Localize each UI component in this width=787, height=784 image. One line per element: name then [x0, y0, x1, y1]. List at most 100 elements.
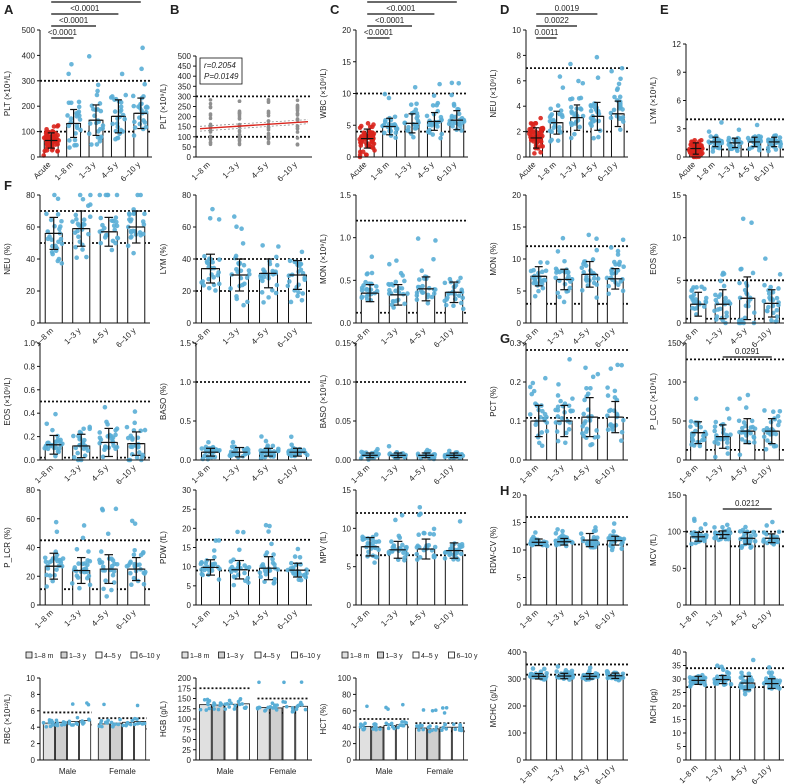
y-tick-label: 1.5: [180, 339, 192, 348]
p-value-label: 0.0011: [534, 28, 558, 37]
data-point: [766, 304, 771, 310]
data-point: [73, 131, 78, 136]
bar: [690, 679, 707, 761]
data-point: [721, 283, 727, 289]
y-axis-label: LYM (×10⁹/L): [649, 77, 658, 124]
data-point: [139, 66, 144, 72]
data-point: [81, 426, 86, 432]
data-point: [555, 138, 561, 143]
x-tick-label: 1–3 y: [62, 326, 82, 346]
data-point: [204, 259, 210, 264]
data-point: [699, 284, 704, 290]
data-point: [208, 112, 213, 116]
data-point: [109, 563, 115, 569]
data-point: [460, 295, 466, 301]
data-point: [458, 722, 462, 727]
data-point: [199, 280, 204, 285]
data-point: [295, 130, 300, 134]
data-point: [393, 517, 398, 523]
data-point: [749, 678, 755, 683]
data-point: [613, 270, 619, 276]
x-tick-label: 1–3 y: [716, 160, 736, 180]
chart-h-rdw-cv: H 0 5 10 15 20 RDW-CV (%) 1–8 m 1–3 y 4–5 y 6–10 y: [489, 483, 628, 631]
y-tick-label: 5: [677, 743, 682, 752]
data-point: [458, 551, 464, 557]
data-point: [553, 266, 559, 272]
data-point: [610, 271, 615, 276]
data-point: [132, 521, 138, 526]
data-point: [548, 119, 554, 125]
data-point: [404, 551, 410, 557]
data-point: [618, 76, 623, 82]
data-point: [233, 703, 237, 708]
y-tick-label: 15: [512, 223, 521, 232]
data-point: [87, 214, 93, 220]
y-tick-label: 60: [182, 223, 191, 232]
data-point: [109, 247, 115, 253]
legend-swatch: [254, 651, 262, 659]
data-point: [566, 427, 572, 432]
chart-g-pct: G 0.0 0.1 0.2 0.3 PCT (%) 1–8 m 1–3 y 4–5 y 6–10 …: [489, 331, 628, 486]
data-point: [364, 271, 370, 277]
data-point: [272, 576, 278, 582]
x-tick-label: 1–3 y: [545, 608, 565, 628]
y-tick-label: 1.0: [24, 339, 36, 348]
y-tick-label: 0: [347, 153, 352, 162]
data-point: [618, 438, 624, 443]
data-point: [751, 435, 757, 440]
data-point: [272, 562, 277, 567]
data-point: [205, 697, 210, 702]
y-axis-label: PDW (fL): [159, 531, 168, 564]
x-tick-label: 1–3 y: [62, 608, 82, 628]
data-point: [718, 436, 724, 442]
data-point: [78, 127, 83, 133]
data-point: [140, 722, 145, 726]
data-point: [274, 254, 279, 260]
x-tick-label: 4–5 y: [728, 463, 748, 483]
x-tick-label: 6–10 y: [752, 160, 775, 183]
data-point: [749, 220, 754, 226]
y-tick-label: 3: [677, 125, 682, 134]
x-group-label: Male: [59, 767, 77, 776]
y-tick-label: 40: [26, 255, 35, 264]
data-point: [540, 133, 545, 139]
data-point: [263, 522, 269, 528]
data-point: [719, 120, 724, 125]
data-point: [114, 223, 120, 229]
y-tick-label: 15: [182, 544, 191, 553]
data-point: [59, 723, 64, 727]
data-point: [740, 527, 746, 533]
data-point: [415, 118, 421, 124]
y-tick-label: 20: [182, 524, 191, 533]
data-point: [712, 535, 717, 541]
data-point: [748, 425, 754, 430]
data-point: [401, 702, 405, 707]
bar: [269, 707, 283, 761]
y-tick-label: 100: [668, 528, 682, 537]
data-point: [55, 123, 61, 128]
data-point: [208, 134, 213, 139]
x-tick-label: 4–5 y: [416, 160, 436, 180]
data-point: [741, 678, 746, 684]
y-tick-label: 10: [672, 729, 681, 738]
y-tick-label: 150: [178, 695, 192, 704]
data-point: [581, 411, 586, 417]
data-point: [231, 582, 237, 588]
legend-label: 1–3 y: [69, 653, 87, 660]
data-point: [234, 294, 239, 299]
data-point: [541, 539, 547, 544]
data-point: [714, 301, 720, 306]
data-point: [611, 529, 616, 534]
chart-g-p-lcr: 0 20 40 60 80 P_LCR (%) 1–8 m 1–3 y 4–5 y 6–10 y: [3, 486, 150, 631]
data-point: [272, 703, 277, 707]
y-tick-label: 1.0: [180, 378, 192, 387]
data-point: [553, 538, 559, 544]
data-point: [742, 287, 748, 293]
data-point: [126, 211, 132, 216]
data-point: [766, 291, 772, 296]
data-point: [764, 523, 769, 528]
data-point: [578, 95, 584, 101]
regression-line: [199, 120, 309, 130]
